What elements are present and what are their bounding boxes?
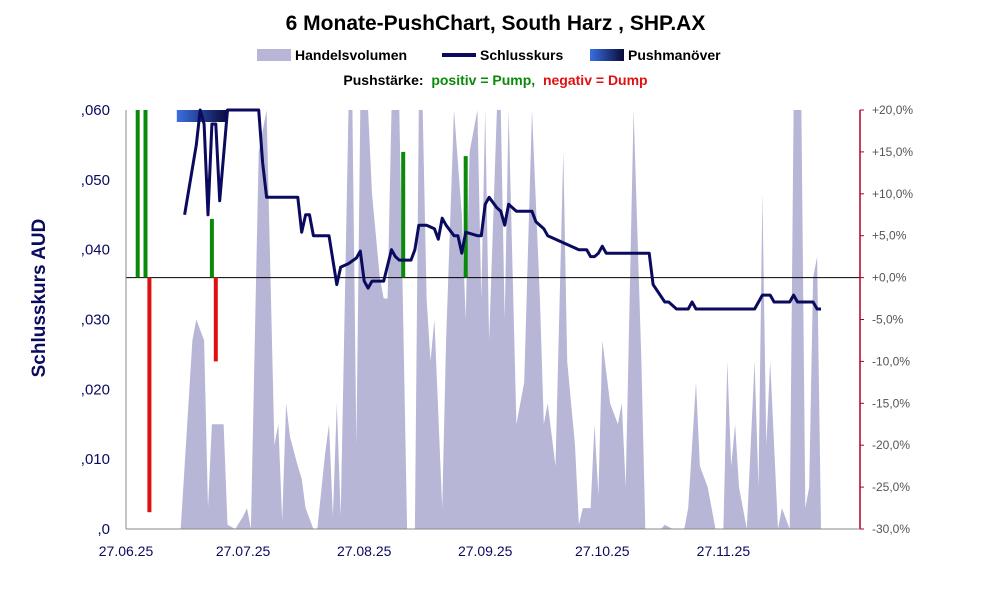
push-note-label: Pushstärke:	[343, 72, 424, 88]
pump-bar	[135, 110, 140, 278]
legend-item-push: Pushmanöver	[590, 45, 721, 65]
legend-label-push: Pushmanöver	[628, 47, 721, 63]
pump-bar	[401, 151, 406, 278]
pump-bar	[143, 110, 148, 278]
legend-swatch-close	[442, 53, 476, 57]
chart-title: 6 Monate-PushChart, South Harz , SHP.AX	[285, 12, 706, 35]
y-right-tick-label: +10,0%	[872, 187, 913, 201]
y-right-tick-label: -20,0%	[872, 438, 910, 452]
pump-bar	[463, 156, 468, 278]
y-left-tick-label: ,010	[81, 451, 110, 468]
volume-area	[126, 110, 821, 529]
y-left-tick-label: ,060	[81, 102, 110, 119]
chart-legend: Handelsvolumen Schlusskurs Pushmanöver	[0, 45, 991, 65]
y-right-tick-label: +0,0%	[872, 271, 907, 285]
push-note-negative: negativ = Dump	[542, 72, 648, 88]
legend-label-close: Schlusskurs	[480, 47, 564, 63]
x-tick-label: 27.08.25	[337, 543, 392, 559]
legend-item-close: Schlusskurs	[442, 45, 563, 65]
legend-label-volume: Handelsvolumen	[295, 47, 408, 63]
legend-swatch-volume	[257, 49, 291, 61]
y-right-tick-label: +5,0%	[872, 229, 907, 243]
x-tick-label: 27.09.25	[458, 543, 513, 559]
y-left-tick-label: ,0	[97, 521, 110, 538]
x-tick-label: 27.07.25	[216, 543, 271, 559]
y-right-tick-label: +20,0%	[872, 103, 913, 117]
y-right-tick-label: -5,0%	[872, 313, 904, 327]
x-tick-label: 27.11.25	[697, 543, 751, 559]
y-left-tick-label: ,020	[81, 381, 110, 398]
legend-swatch-push	[590, 49, 624, 61]
x-tick-label: 27.06.25	[99, 543, 154, 559]
x-tick-label: 27.10.25	[575, 543, 630, 559]
push-note-positive: positiv = Pump,	[431, 72, 536, 88]
y-left-tick-label: ,050	[81, 172, 110, 189]
pump-bar	[209, 218, 214, 278]
close-price-line	[183, 108, 821, 311]
y-right-tick-label: +15,0%	[872, 145, 913, 159]
legend-item-volume: Handelsvolumen	[257, 45, 407, 65]
y-left-tick-label: ,030	[81, 312, 110, 329]
dump-bar	[147, 277, 152, 513]
y-right-tick-label: -10,0%	[872, 354, 910, 368]
push-strength-note: Pushstärke: positiv = Pump, negativ = Du…	[0, 72, 991, 88]
y-left-tick-label: ,040	[81, 242, 110, 259]
y-right-tick-label: -25,0%	[872, 480, 910, 494]
dump-bar	[213, 277, 218, 362]
y-right-tick-label: -15,0%	[872, 396, 910, 410]
y-right-tick-label: -30,0%	[872, 522, 910, 536]
